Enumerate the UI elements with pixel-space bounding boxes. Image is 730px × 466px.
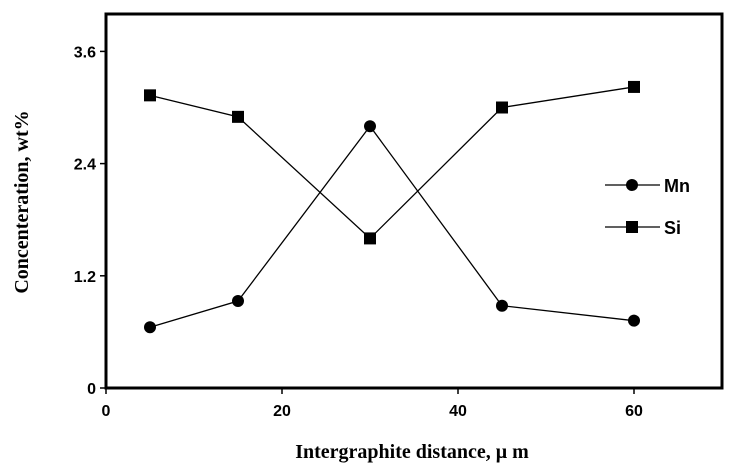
series-mn <box>144 120 640 333</box>
x-tick-label: 0 <box>102 403 111 420</box>
y-axis-ticks: 0 1.2 2.4 3.6 <box>74 44 106 398</box>
legend-marker-mn <box>626 179 638 191</box>
plot-frame <box>106 14 722 388</box>
y-tick-label: 2.4 <box>74 157 96 174</box>
legend-item-si: Si <box>605 218 681 238</box>
x-tick-label: 60 <box>625 403 643 420</box>
data-point-mn <box>144 321 156 333</box>
data-point-mn <box>496 300 508 312</box>
data-point-si <box>628 81 640 93</box>
x-tick-label: 20 <box>273 403 291 420</box>
data-point-si <box>364 232 376 244</box>
series-line-mn <box>150 126 634 327</box>
data-point-mn <box>628 315 640 327</box>
legend: Mn Si <box>605 176 690 238</box>
legend-label-mn: Mn <box>664 176 690 196</box>
data-point-si <box>232 111 244 123</box>
data-point-si <box>496 102 508 114</box>
series-si <box>144 81 640 244</box>
y-tick-label: 1.2 <box>74 269 96 286</box>
data-point-si <box>144 89 156 101</box>
x-axis-ticks: 0 20 40 60 <box>102 388 643 420</box>
y-tick-label: 0 <box>87 381 96 398</box>
data-point-mn <box>364 120 376 132</box>
data-point-mn <box>232 295 244 307</box>
x-tick-label: 40 <box>449 403 467 420</box>
series-layer <box>144 81 640 333</box>
y-tick-label: 3.6 <box>74 44 96 61</box>
legend-item-mn: Mn <box>605 176 690 196</box>
x-axis-title: Intergraphite distance, μ m <box>295 441 529 463</box>
legend-label-si: Si <box>664 218 681 238</box>
y-axis-title: Concenteration, wt% <box>11 110 33 293</box>
legend-marker-si <box>626 221 638 233</box>
series-line-si <box>150 87 634 238</box>
